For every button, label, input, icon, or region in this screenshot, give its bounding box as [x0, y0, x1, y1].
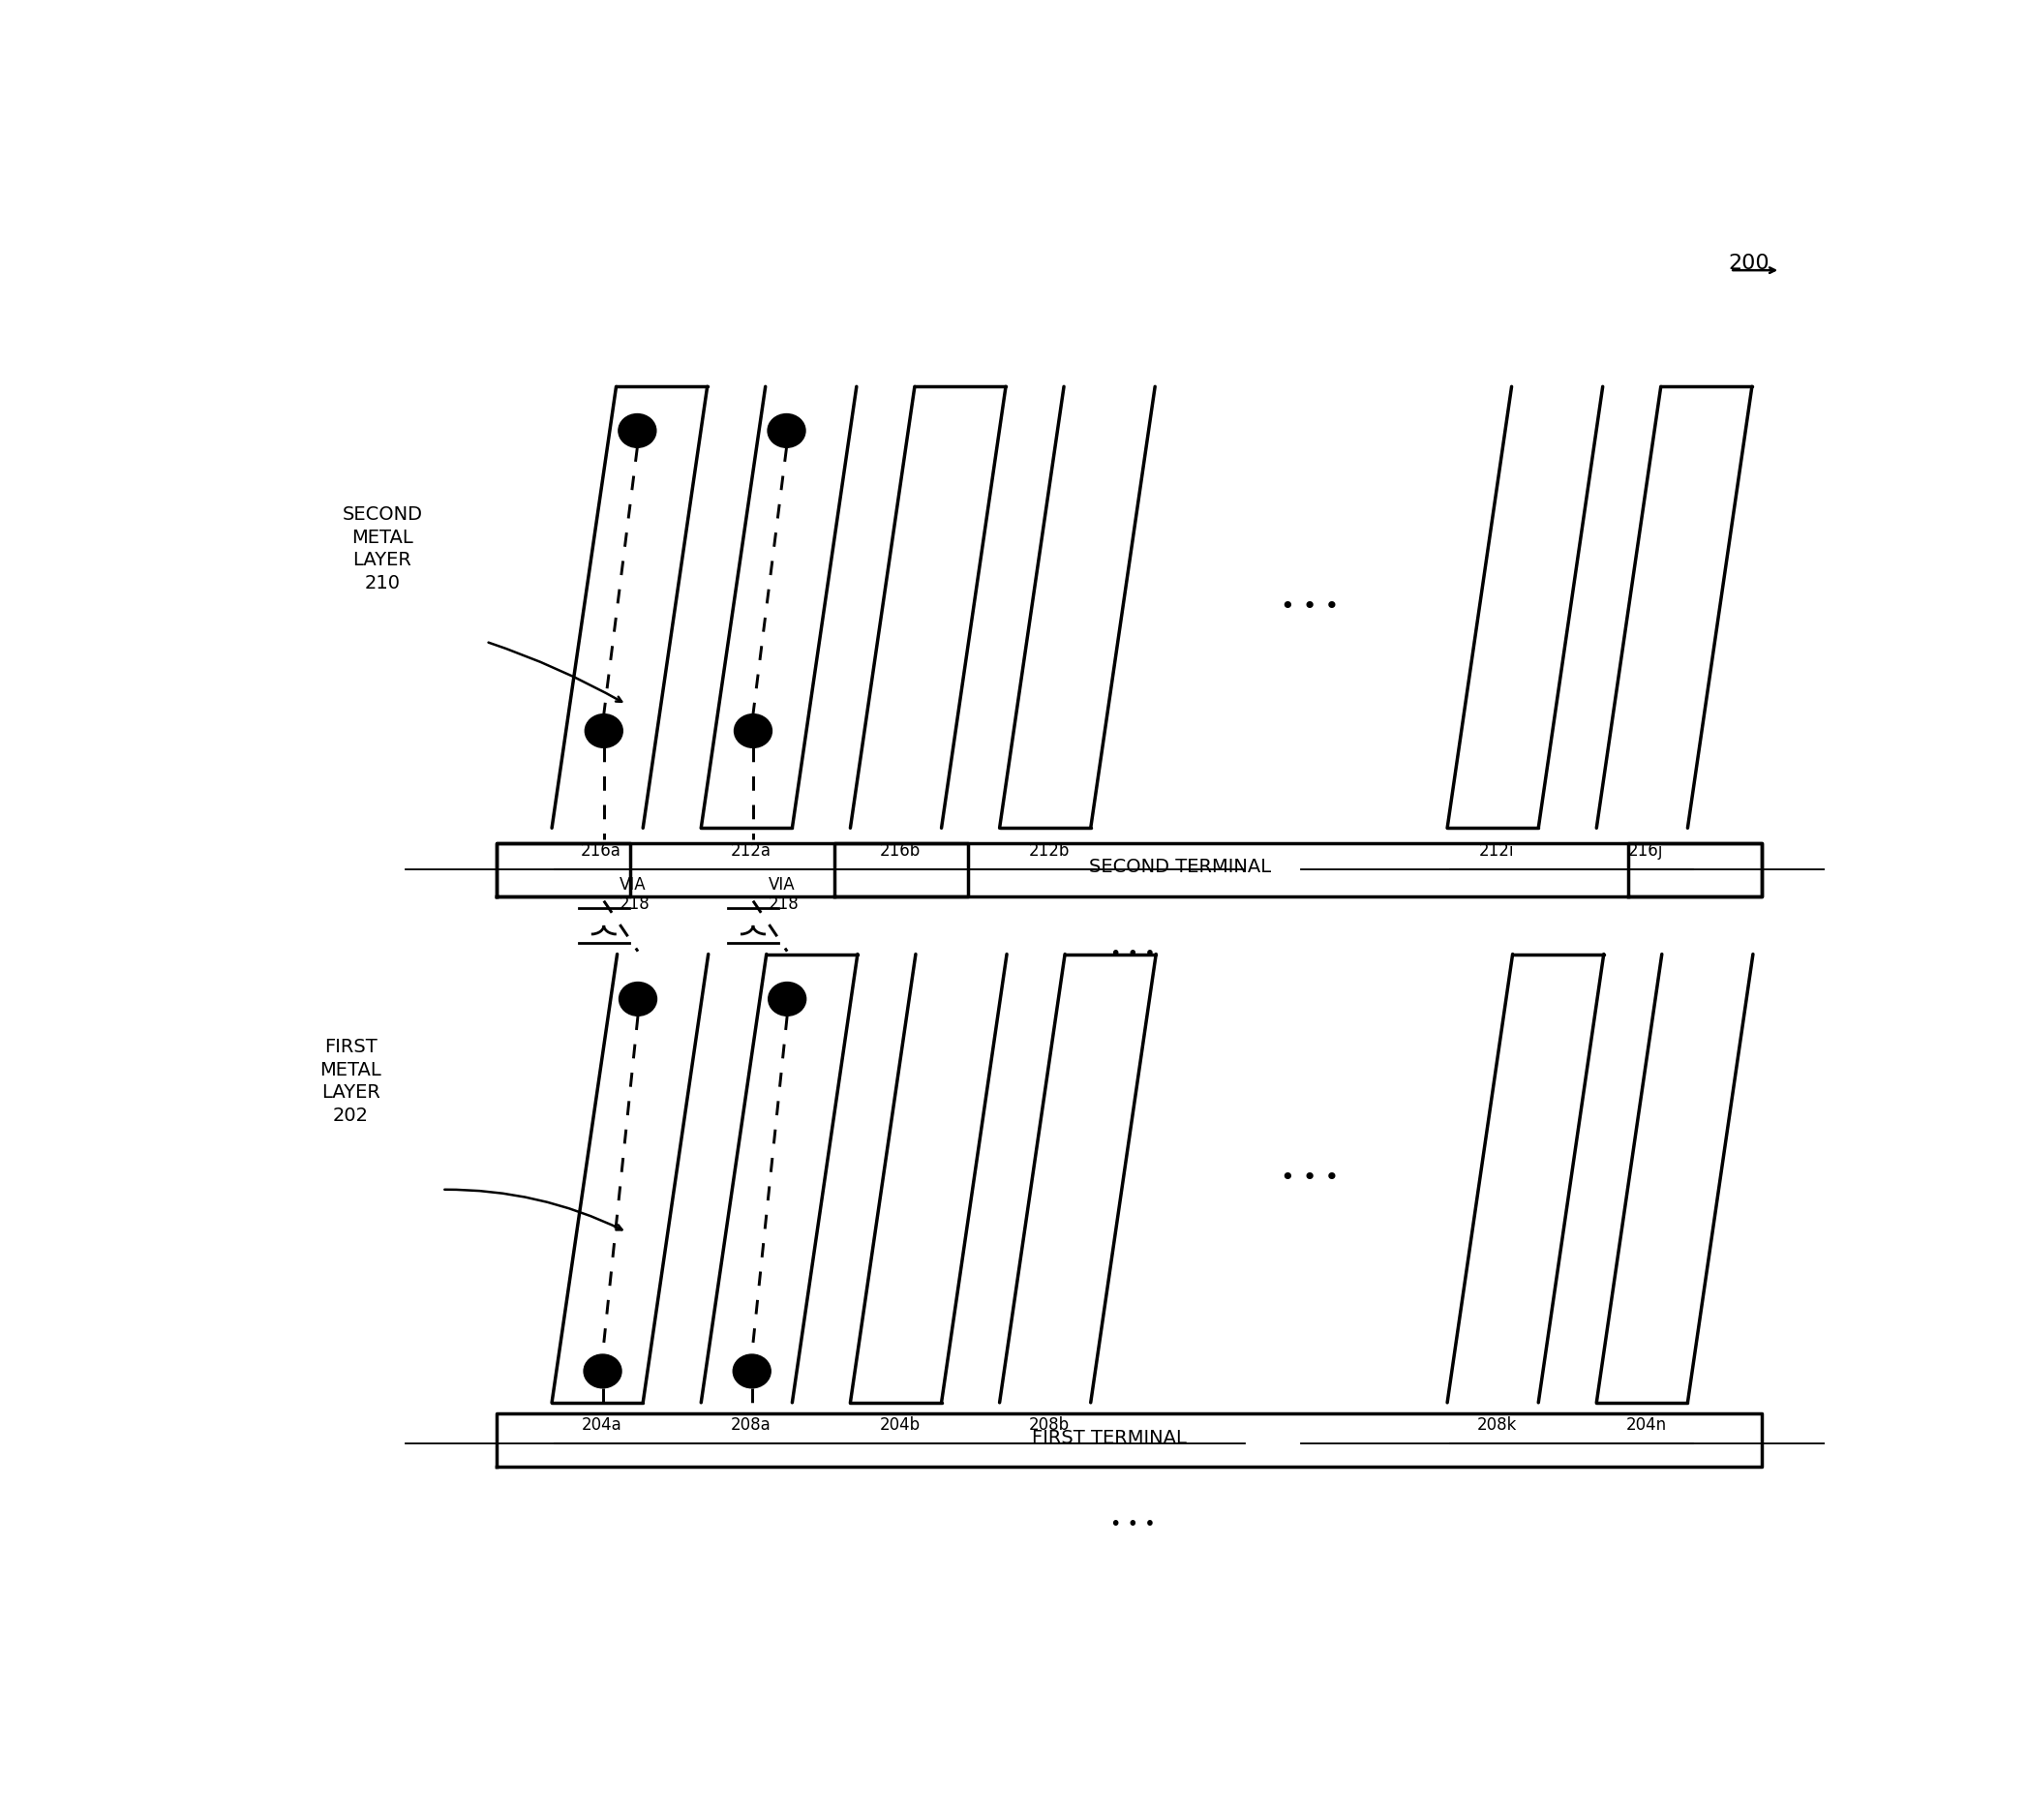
Text: 216b: 216b: [880, 843, 920, 859]
Circle shape: [768, 413, 805, 448]
Circle shape: [584, 1354, 622, 1389]
Circle shape: [618, 983, 657, 1016]
Circle shape: [734, 1354, 770, 1389]
Text: 208a: 208a: [730, 1416, 770, 1434]
Text: • • •: • • •: [1281, 1167, 1340, 1190]
Text: VIA
218: VIA 218: [620, 877, 651, 914]
Text: 216j: 216j: [1628, 843, 1664, 859]
Text: 208b: 208b: [1028, 1416, 1070, 1434]
Text: 212i: 212i: [1480, 843, 1514, 859]
Text: 212a: 212a: [730, 843, 770, 859]
Text: 204b: 204b: [880, 1416, 920, 1434]
Text: 200: 200: [1729, 253, 1770, 273]
Text: 204n: 204n: [1626, 1416, 1666, 1434]
Text: SECOND TERMINAL: SECOND TERMINAL: [1088, 857, 1271, 877]
Text: VIA
218: VIA 218: [768, 877, 799, 914]
Circle shape: [768, 983, 807, 1016]
Text: • • •: • • •: [1111, 945, 1155, 963]
Text: FIRST TERMINAL: FIRST TERMINAL: [1032, 1429, 1188, 1447]
Text: 216a: 216a: [582, 843, 622, 859]
Text: 204a: 204a: [582, 1416, 622, 1434]
Text: FIRST
METAL
LAYER
202: FIRST METAL LAYER 202: [320, 1037, 381, 1125]
Circle shape: [734, 713, 772, 748]
Text: 208k: 208k: [1478, 1416, 1516, 1434]
Text: SECOND
METAL
LAYER
210: SECOND METAL LAYER 210: [343, 506, 422, 592]
Circle shape: [618, 413, 657, 448]
Text: • • •: • • •: [1111, 1516, 1155, 1534]
Text: 212b: 212b: [1028, 843, 1070, 859]
Text: • • •: • • •: [1281, 595, 1338, 619]
Circle shape: [586, 713, 622, 748]
